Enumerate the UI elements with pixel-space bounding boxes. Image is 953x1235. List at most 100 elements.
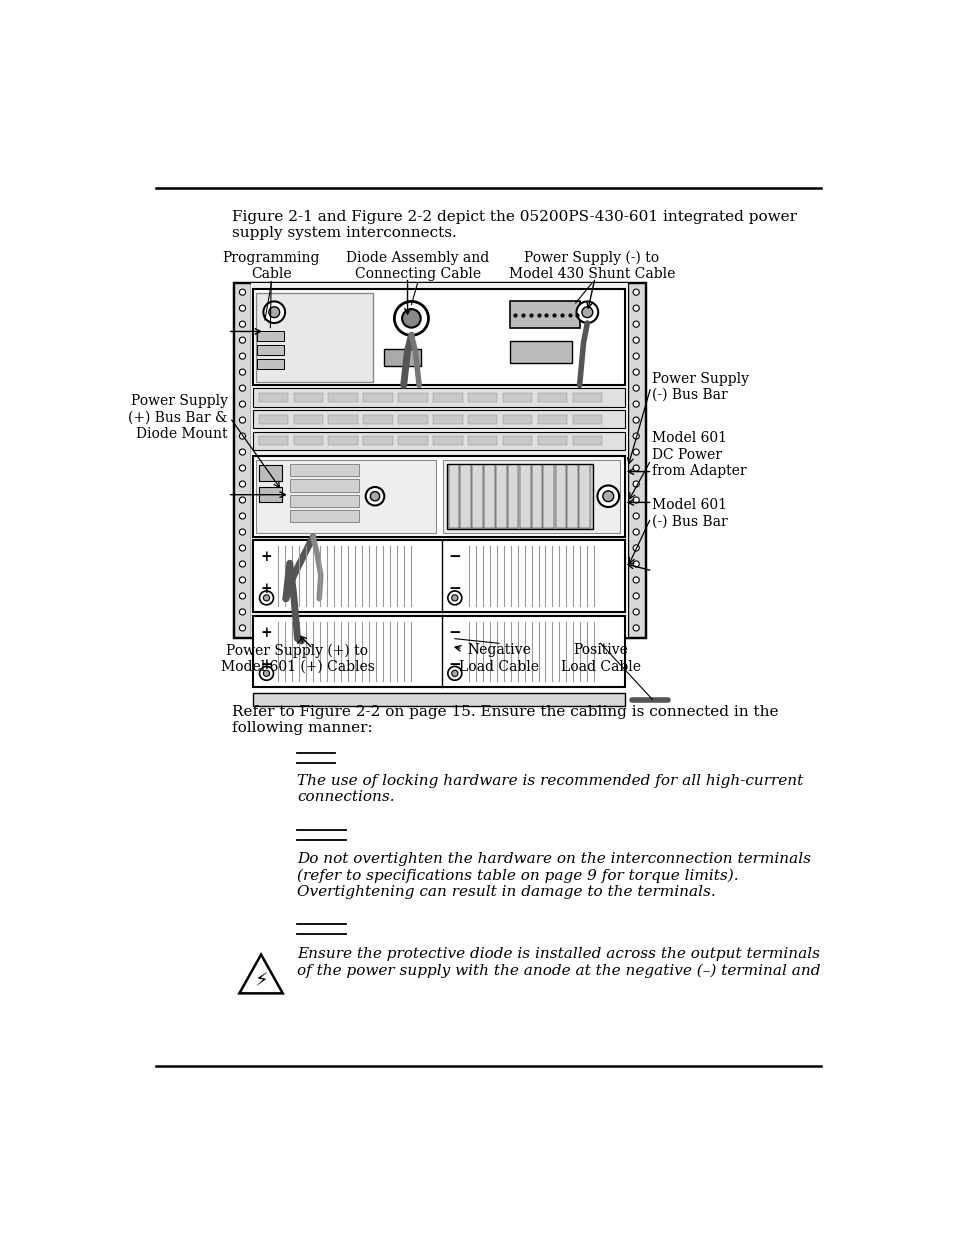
- Circle shape: [633, 513, 639, 519]
- Bar: [294, 436, 323, 446]
- Circle shape: [452, 595, 457, 601]
- Bar: [257, 346, 284, 356]
- Bar: [258, 466, 282, 480]
- Bar: [468, 415, 497, 424]
- Circle shape: [239, 577, 245, 583]
- Circle shape: [259, 592, 274, 605]
- Bar: [537, 415, 567, 424]
- Bar: [447, 464, 592, 530]
- Bar: [531, 466, 542, 527]
- Bar: [567, 466, 578, 527]
- Text: Positive
Load Cable: Positive Load Cable: [560, 643, 639, 673]
- Bar: [542, 466, 554, 527]
- Text: Refer to Figure 2-2 on page 15. Ensure the cabling is connected in the
following: Refer to Figure 2-2 on page 15. Ensure t…: [232, 705, 778, 735]
- Circle shape: [633, 480, 639, 487]
- Circle shape: [239, 513, 245, 519]
- Bar: [294, 415, 323, 424]
- Text: Figure 2-1 and Figure 2-2 depict the 05200PS-430-601 integrated power
supply sys: Figure 2-1 and Figure 2-2 depict the 052…: [232, 210, 796, 240]
- Circle shape: [633, 496, 639, 503]
- Circle shape: [633, 577, 639, 583]
- Text: Power Supply
(+) Bus Bar &
Diode Mount: Power Supply (+) Bus Bar & Diode Mount: [129, 394, 228, 441]
- Bar: [257, 359, 284, 369]
- Circle shape: [633, 529, 639, 535]
- Bar: [253, 615, 624, 687]
- Bar: [572, 393, 601, 403]
- Circle shape: [602, 490, 613, 501]
- Circle shape: [239, 529, 245, 535]
- Bar: [502, 393, 532, 403]
- Text: Power Supply (+) to
Model 601 (+) Cables: Power Supply (+) to Model 601 (+) Cables: [220, 643, 374, 674]
- Bar: [363, 436, 393, 446]
- Bar: [233, 283, 251, 637]
- Bar: [294, 393, 323, 403]
- Bar: [572, 436, 601, 446]
- Circle shape: [633, 593, 639, 599]
- Text: Model 601
(-) Bus Bar: Model 601 (-) Bus Bar: [652, 498, 727, 529]
- Circle shape: [633, 321, 639, 327]
- Circle shape: [633, 337, 639, 343]
- Bar: [253, 389, 624, 406]
- Circle shape: [402, 309, 420, 327]
- Circle shape: [239, 496, 245, 503]
- Bar: [233, 283, 644, 637]
- Text: +: +: [260, 583, 272, 597]
- Bar: [502, 415, 532, 424]
- Circle shape: [633, 289, 639, 295]
- Circle shape: [239, 321, 245, 327]
- Bar: [555, 466, 566, 527]
- Circle shape: [239, 433, 245, 440]
- Circle shape: [633, 625, 639, 631]
- Circle shape: [263, 595, 270, 601]
- Bar: [290, 479, 359, 492]
- Text: Power Supply (-) to
Model 430 Shunt Cable: Power Supply (-) to Model 430 Shunt Cabl…: [508, 251, 675, 282]
- Circle shape: [239, 401, 245, 408]
- Bar: [258, 415, 288, 424]
- Circle shape: [263, 301, 285, 324]
- Bar: [253, 289, 624, 385]
- Text: +: +: [260, 626, 272, 640]
- Circle shape: [239, 593, 245, 599]
- Circle shape: [633, 450, 639, 456]
- Polygon shape: [239, 955, 282, 993]
- Bar: [251, 283, 627, 637]
- Bar: [290, 510, 359, 522]
- Circle shape: [239, 450, 245, 456]
- Text: −: −: [448, 658, 460, 672]
- Circle shape: [633, 353, 639, 359]
- Circle shape: [633, 369, 639, 375]
- Circle shape: [239, 561, 245, 567]
- Bar: [253, 431, 624, 450]
- Bar: [468, 393, 497, 403]
- Circle shape: [239, 385, 245, 391]
- Text: Ensure the protective diode is installed across the output terminals
of the powe: Ensure the protective diode is installed…: [297, 947, 821, 978]
- Circle shape: [239, 369, 245, 375]
- Bar: [572, 415, 601, 424]
- Bar: [258, 393, 288, 403]
- Text: Power Supply
(-) Bus Bar: Power Supply (-) Bus Bar: [652, 372, 749, 403]
- Text: Negative
Load Cable: Negative Load Cable: [458, 643, 538, 673]
- Text: Programming
Cable: Programming Cable: [222, 251, 319, 282]
- Bar: [257, 331, 284, 341]
- Text: −: −: [448, 583, 460, 597]
- Bar: [363, 415, 393, 424]
- Circle shape: [597, 485, 618, 508]
- Bar: [578, 466, 589, 527]
- Circle shape: [239, 609, 245, 615]
- Circle shape: [633, 609, 639, 615]
- Bar: [496, 466, 506, 527]
- Bar: [397, 393, 427, 403]
- Bar: [253, 693, 624, 706]
- Circle shape: [633, 401, 639, 408]
- Bar: [468, 436, 497, 446]
- Circle shape: [581, 306, 592, 317]
- Text: −: −: [448, 626, 460, 640]
- Bar: [433, 393, 462, 403]
- Bar: [502, 436, 532, 446]
- Bar: [328, 393, 357, 403]
- Bar: [509, 300, 579, 327]
- Circle shape: [263, 671, 270, 677]
- Circle shape: [633, 561, 639, 567]
- Circle shape: [239, 289, 245, 295]
- Text: +: +: [260, 658, 272, 672]
- Bar: [537, 393, 567, 403]
